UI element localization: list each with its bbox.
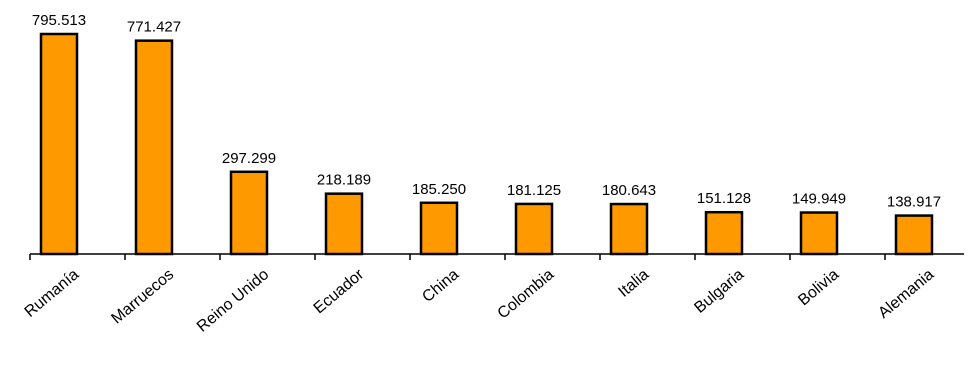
value-label: 149.949 <box>792 191 846 208</box>
bar <box>39 32 79 256</box>
bar <box>799 211 839 256</box>
x-tick-label: Reino Unido <box>194 266 272 336</box>
value-label: 180.643 <box>602 182 656 199</box>
value-label: 181.125 <box>507 182 561 199</box>
value-label: 218.189 <box>317 172 371 189</box>
x-tick-label: Colombia <box>495 266 558 323</box>
bar <box>704 210 744 256</box>
bar <box>229 170 269 256</box>
bar <box>609 202 649 256</box>
bar <box>514 202 554 256</box>
x-axis-tick-labels: Rumanía Marruecos Reino Unido Ecuador China C… <box>22 266 938 336</box>
x-tick-label: Bulgaria <box>691 266 747 317</box>
value-label: 297.299 <box>222 150 276 167</box>
value-label: 185.250 <box>412 181 466 198</box>
x-tick-label: Ecuador <box>311 266 368 318</box>
x-tick-label: Alemania <box>875 266 937 322</box>
bar <box>134 39 174 256</box>
x-tick-label: Bolivia <box>795 266 842 309</box>
bar <box>324 192 364 256</box>
x-tick-label: China <box>419 266 462 306</box>
bar <box>894 214 934 256</box>
x-tick-label: Italia <box>615 266 652 301</box>
bars-group <box>39 32 934 256</box>
bar <box>419 201 459 256</box>
value-label: 151.128 <box>697 190 751 207</box>
value-label: 138.917 <box>887 194 941 211</box>
value-labels-group: 795.513 771.427 297.299 218.189 185.250 181.1… <box>32 12 941 211</box>
x-tick-label: Rumanía <box>22 266 83 321</box>
x-axis-ticks <box>29 254 886 260</box>
value-label: 795.513 <box>32 12 86 29</box>
value-label: 771.427 <box>127 19 181 36</box>
x-tick-label: Marruecos <box>108 266 177 328</box>
